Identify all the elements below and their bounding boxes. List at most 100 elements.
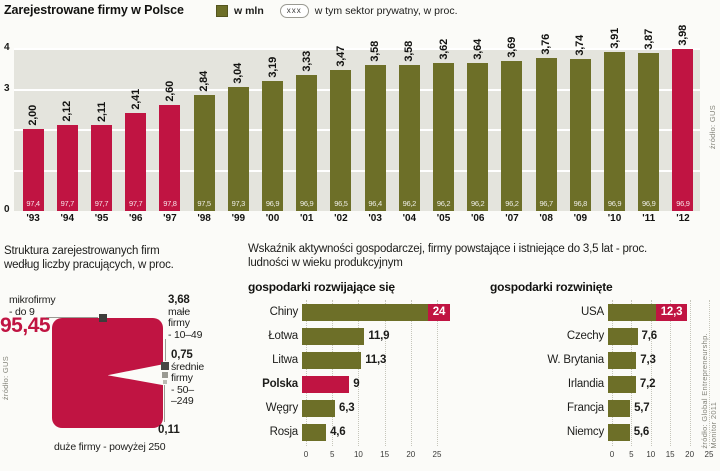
x-axis-year-label: '01 [290,213,324,224]
panel-title-line2: ludności w wieku produkcyjnym [248,257,403,269]
bar-group-96: 2,41 97,7 [119,18,153,211]
small-label-line3: - 10–49 [168,330,202,342]
private-sector-pct: 97,7 [91,199,112,208]
bar-value-label: 3,58 [403,41,415,62]
bar: 97,7 [125,113,146,211]
bar-group-03: 3,5896,4 [358,18,392,211]
large-firms-label: duże firmy - powyżej 250 [54,441,165,453]
x-axis-year-label: '03 [358,213,392,224]
micro-label-line1: mikrofirmy [9,295,55,307]
bar: 96,2 [399,65,420,211]
bar-row-czechy: Czechy7,6 [490,324,718,348]
bar: 96,9 [672,49,693,211]
x-axis-year-label: '95 [84,213,118,224]
small-firms-value: 3,68 [168,295,202,307]
x-axis-year-label: '00 [255,213,289,224]
medium-label-line4: –249 [171,396,204,408]
bar-group-98: 2,8497,5 [187,18,221,211]
rows-developing: Chiny24Łotwa11,9Litwa11,3Polska9Węgry6,3… [248,300,470,444]
chart-developing: Chiny24Łotwa11,9Litwa11,3Polska9Węgry6,3… [248,300,470,470]
bar-group-12: 3,9896,9 [666,18,700,211]
bar [608,352,636,369]
bar-group-01: 3,33 96,9 [290,18,324,211]
bar-value-label: 3,33 [301,51,313,72]
bar: 96,7 [536,58,557,211]
x-axis-tick: 10 [646,450,655,459]
value-label: 4,6 [330,426,345,438]
x-axis-year-label: '12 [666,213,700,224]
x-axis-tick: 5 [330,450,334,459]
bar-value-label: 3,62 [438,39,450,60]
country-label: Irlandia [490,378,608,390]
x-axis-tick: 20 [685,450,694,459]
bar-group-05: 3,6296,2 [426,18,460,211]
private-sector-pct: 96,2 [467,199,488,208]
bar [302,376,349,393]
bar: 97,4 [23,129,44,211]
value-label: 6,3 [339,402,354,414]
country-label: Polska [248,378,302,390]
bar-row-w-gry: Węgry6,3 [248,396,470,420]
bar-row-litwa: Litwa11,3 [248,348,470,372]
x-axis-tick: 5 [629,450,633,459]
bar: 96,9 [638,53,659,211]
marker-micro-icon [99,314,107,322]
pie-square [52,318,163,428]
bar-group-08: 3,7696,7 [529,18,563,211]
bar-row--otwa: Łotwa11,9 [248,324,470,348]
bar-group-02: 3,4796,5 [324,18,358,211]
bar [302,328,364,345]
x-axis-tick: 25 [433,450,442,459]
private-sector-pct: 97,7 [125,199,146,208]
bar-group-11: 3,8796,9 [632,18,666,211]
bar: 96,5 [330,70,351,211]
x-axis-tick: 20 [406,450,415,459]
bar-row-usa: USA12,3 [490,300,718,324]
bar-value-label: 3,91 [609,28,621,49]
private-sector-pct: 96,9 [604,199,625,208]
bar-value-label: 2,41 [130,89,142,110]
y-tick-0: 0 [4,204,13,215]
bar-group-95: 2,11 97,7 [84,18,118,211]
panel-title-line1: Struktura zarejestrowanych firm [4,245,160,257]
x-axis-year-label: '94 [50,213,84,224]
medium-firms-label: 0,75 średnie firmy - 50– –249 [171,350,204,408]
bar [302,304,428,321]
bar: 97,8 [159,105,180,211]
panel-registered-companies: Zarejestrowane firmy w Polsce w mln xxx … [0,0,720,238]
bar-group-09: 3,7496,8 [563,18,597,211]
bar [302,424,326,441]
source-gus-structure: źródło: GUS [1,356,10,400]
source-gus-top: źródło: GUS [708,105,717,149]
bar-value-label: 2,00 [27,105,39,126]
country-label: Czechy [490,330,608,342]
legend-label-mln: w mln [234,5,264,17]
bar-value-label: 2,84 [198,71,210,92]
bar [302,352,361,369]
medium-firms-value: 0,75 [171,350,204,362]
value-label: 11,3 [365,354,386,366]
bar-group-04: 3,58 96,2 [392,18,426,211]
bar-group-94: 2,1297,7 [50,18,84,211]
bar: 96,2 [501,61,522,211]
bar: 96,2 [467,63,488,211]
country-label: Chiny [248,306,302,318]
panel-title-line2: według liczby pracujących, w proc. [4,259,174,271]
private-sector-pct: 96,2 [399,199,420,208]
legend: w mln xxx w tym sektor prywatny, w proc. [216,4,458,18]
bar-value-label: 3,64 [472,39,484,60]
connector-micro [46,317,98,318]
x-axis-year-label: '97 [153,213,187,224]
connector-large [164,385,165,422]
bar [608,400,630,417]
private-sector-pct: 96,4 [365,199,386,208]
private-sector-pct: 96,9 [296,199,317,208]
x-axis-year-label: '07 [495,213,529,224]
marker-large-icon [163,380,167,384]
bars-container: 2,0097,42,1297,72,1197,72,4197,72,6097,8… [16,18,700,211]
bar-value-label: 2,11 [96,102,108,122]
bar: 96,9 [262,81,283,211]
bar: 97,7 [57,125,78,211]
bar-value-label: 3,74 [574,35,586,56]
marker-small-icon [161,362,169,370]
